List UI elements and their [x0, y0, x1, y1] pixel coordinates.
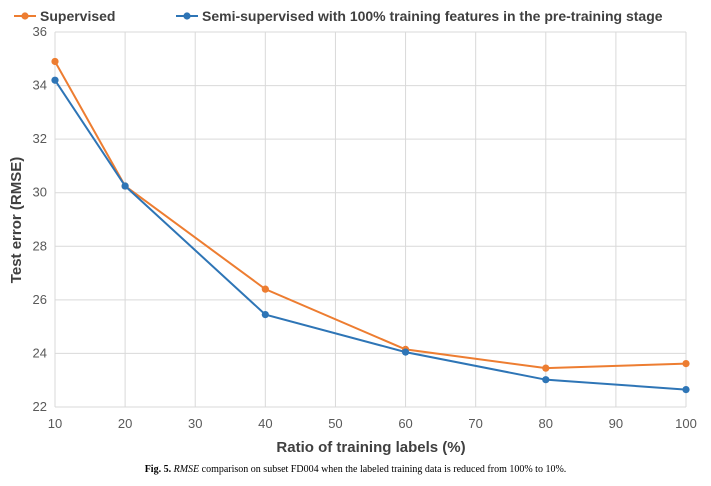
x-tick-label: 40 — [258, 416, 272, 431]
series-line-2 — [54, 79, 687, 391]
x-tick-label: 80 — [539, 416, 553, 431]
caption-label: Fig. 5. — [144, 464, 172, 475]
x-tick-label: 90 — [609, 416, 623, 431]
y-tick-label: 32 — [33, 131, 47, 146]
x-tick-label: 30 — [188, 416, 202, 431]
x-tick-label: 10 — [48, 416, 62, 431]
gridlines — [54, 31, 687, 408]
series-line-1 — [54, 60, 687, 370]
legend-label-1: Supervised — [40, 8, 115, 24]
data-point — [121, 182, 129, 190]
data-point — [261, 310, 269, 319]
x-tick-label: 70 — [468, 416, 482, 431]
x-tick-label: 100 — [675, 416, 697, 431]
x-tick-label: 60 — [398, 416, 412, 431]
series-layer — [51, 57, 690, 394]
data-point — [51, 76, 59, 84]
y-tick-label: 34 — [33, 78, 47, 93]
data-point — [542, 364, 550, 372]
data-point — [261, 285, 269, 293]
y-tick-label: 26 — [33, 292, 47, 307]
legend-label-2: Semi-supervised with 100% training featu… — [202, 8, 663, 24]
caption-rmse: RMSE — [173, 464, 200, 475]
y-axis-title: Test error (RMSE) — [8, 157, 25, 283]
x-axis-ticks: 10 20 30 40 50 60 70 80 90 100 — [48, 416, 697, 431]
figure-caption: Fig. 5. RMSE comparison on subset FD004 … — [0, 464, 711, 475]
data-point — [682, 385, 690, 394]
data-point — [51, 57, 59, 66]
y-tick-label: 22 — [33, 399, 47, 414]
caption-text: comparison on subset FD004 when the labe… — [201, 464, 567, 475]
line-chart: 22 24 26 28 30 32 34 36 10 20 30 40 50 60 70 80 90 100 S… — [8, 8, 697, 456]
legend: Supervised Semi-supervised with 100% trai… — [14, 8, 663, 24]
x-tick-label: 50 — [328, 416, 342, 431]
y-tick-label: 30 — [33, 185, 47, 200]
y-axis-ticks: 22 24 26 28 30 32 34 36 — [33, 24, 47, 414]
y-tick-label: 36 — [33, 24, 47, 39]
y-tick-label: 24 — [33, 345, 47, 360]
y-tick-label: 28 — [33, 238, 47, 253]
legend-marker-2 — [183, 12, 191, 20]
x-axis-title: Ratio of training labels (%) — [276, 439, 465, 456]
data-point — [401, 348, 410, 356]
x-tick-label: 20 — [118, 416, 132, 431]
data-point — [682, 360, 690, 368]
data-point — [542, 376, 550, 384]
legend-marker-1 — [21, 12, 29, 20]
